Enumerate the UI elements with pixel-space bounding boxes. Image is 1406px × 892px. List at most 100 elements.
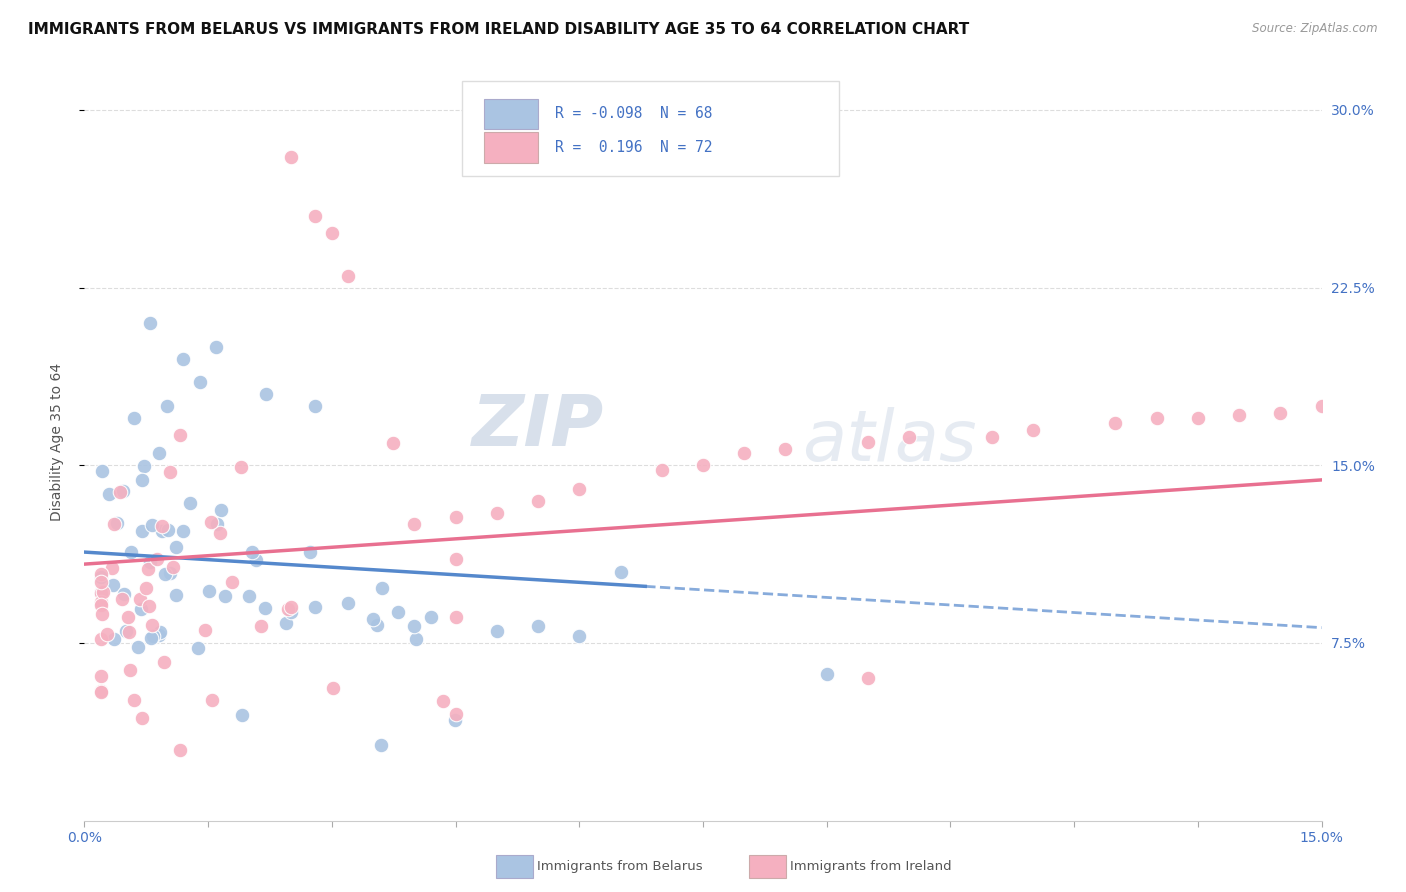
Point [1146,410,1168,425]
Point [432,694,454,708]
Point [1187,410,1209,425]
Point [1227,409,1250,423]
Text: R =  0.196  N = 72: R = 0.196 N = 72 [554,140,711,155]
Point [692,458,714,473]
Point [238,589,260,603]
Point [1310,399,1333,413]
Point [90,594,112,608]
Point [209,503,232,517]
Point [90,669,112,683]
Point [321,226,343,240]
Point [298,545,321,559]
Point [201,693,224,707]
Point [274,615,297,630]
Point [1022,423,1045,437]
Point [136,562,159,576]
Point [105,516,128,530]
Point [146,551,169,566]
Point [194,624,217,638]
Point [112,586,135,600]
Point [229,459,252,474]
Point [122,410,145,425]
Point [651,463,673,477]
Point [775,442,797,456]
Point [159,465,181,479]
Point [98,487,121,501]
Point [322,681,344,695]
Text: IMMIGRANTS FROM BELARUS VS IMMIGRANTS FROM IRELAND DISABILITY AGE 35 TO 64 CORRE: IMMIGRANTS FROM BELARUS VS IMMIGRANTS FR… [28,22,969,37]
Point [568,629,591,643]
Point [254,601,277,615]
Point [187,641,209,656]
Point [118,663,141,677]
Text: ZIP: ZIP [472,392,605,461]
Point [815,666,838,681]
Point [280,605,302,619]
Point [96,627,118,641]
Point [91,464,114,478]
Point [90,567,112,582]
Point [156,399,179,413]
Point [153,566,176,581]
Point [112,483,135,498]
Point [198,584,221,599]
Point [366,618,388,632]
Text: atlas: atlas [801,407,977,476]
Point [138,599,160,613]
Point [444,510,467,524]
Point [371,581,394,595]
Point [280,600,302,615]
Point [122,693,145,707]
Point [131,524,153,539]
Point [139,316,162,330]
Point [200,515,222,529]
Point [245,553,267,567]
Point [120,545,142,559]
Point [165,540,187,554]
Point [91,607,114,621]
Point [444,714,467,728]
Point [527,493,550,508]
Point [1104,416,1126,430]
FancyBboxPatch shape [484,132,538,162]
Point [568,482,591,496]
Point [149,625,172,640]
Point [188,376,211,390]
Point [419,610,441,624]
Point [387,605,409,619]
Point [444,609,467,624]
Point [527,619,550,633]
Point [485,624,508,639]
Point [898,430,921,444]
Point [165,588,187,602]
Point [169,427,191,442]
Point [150,524,173,538]
Point [337,596,360,610]
Point [179,496,201,510]
Point [90,632,112,647]
Point [205,340,228,354]
FancyBboxPatch shape [461,81,839,177]
Point [148,628,170,642]
Point [142,629,165,643]
Point [856,672,879,686]
Point [129,601,152,615]
Point [609,565,631,579]
Point [444,551,467,566]
Point [231,708,253,723]
Point [277,602,299,616]
Point [304,210,326,224]
Point [141,618,163,632]
Point [304,399,326,413]
Point [240,545,263,559]
Point [111,592,134,607]
Point [135,581,157,595]
Point [485,506,508,520]
Point [172,351,194,366]
Point [370,738,392,752]
Point [131,473,153,487]
Point [148,446,170,460]
Point [205,517,228,532]
Point [90,684,112,698]
Point [214,589,236,603]
